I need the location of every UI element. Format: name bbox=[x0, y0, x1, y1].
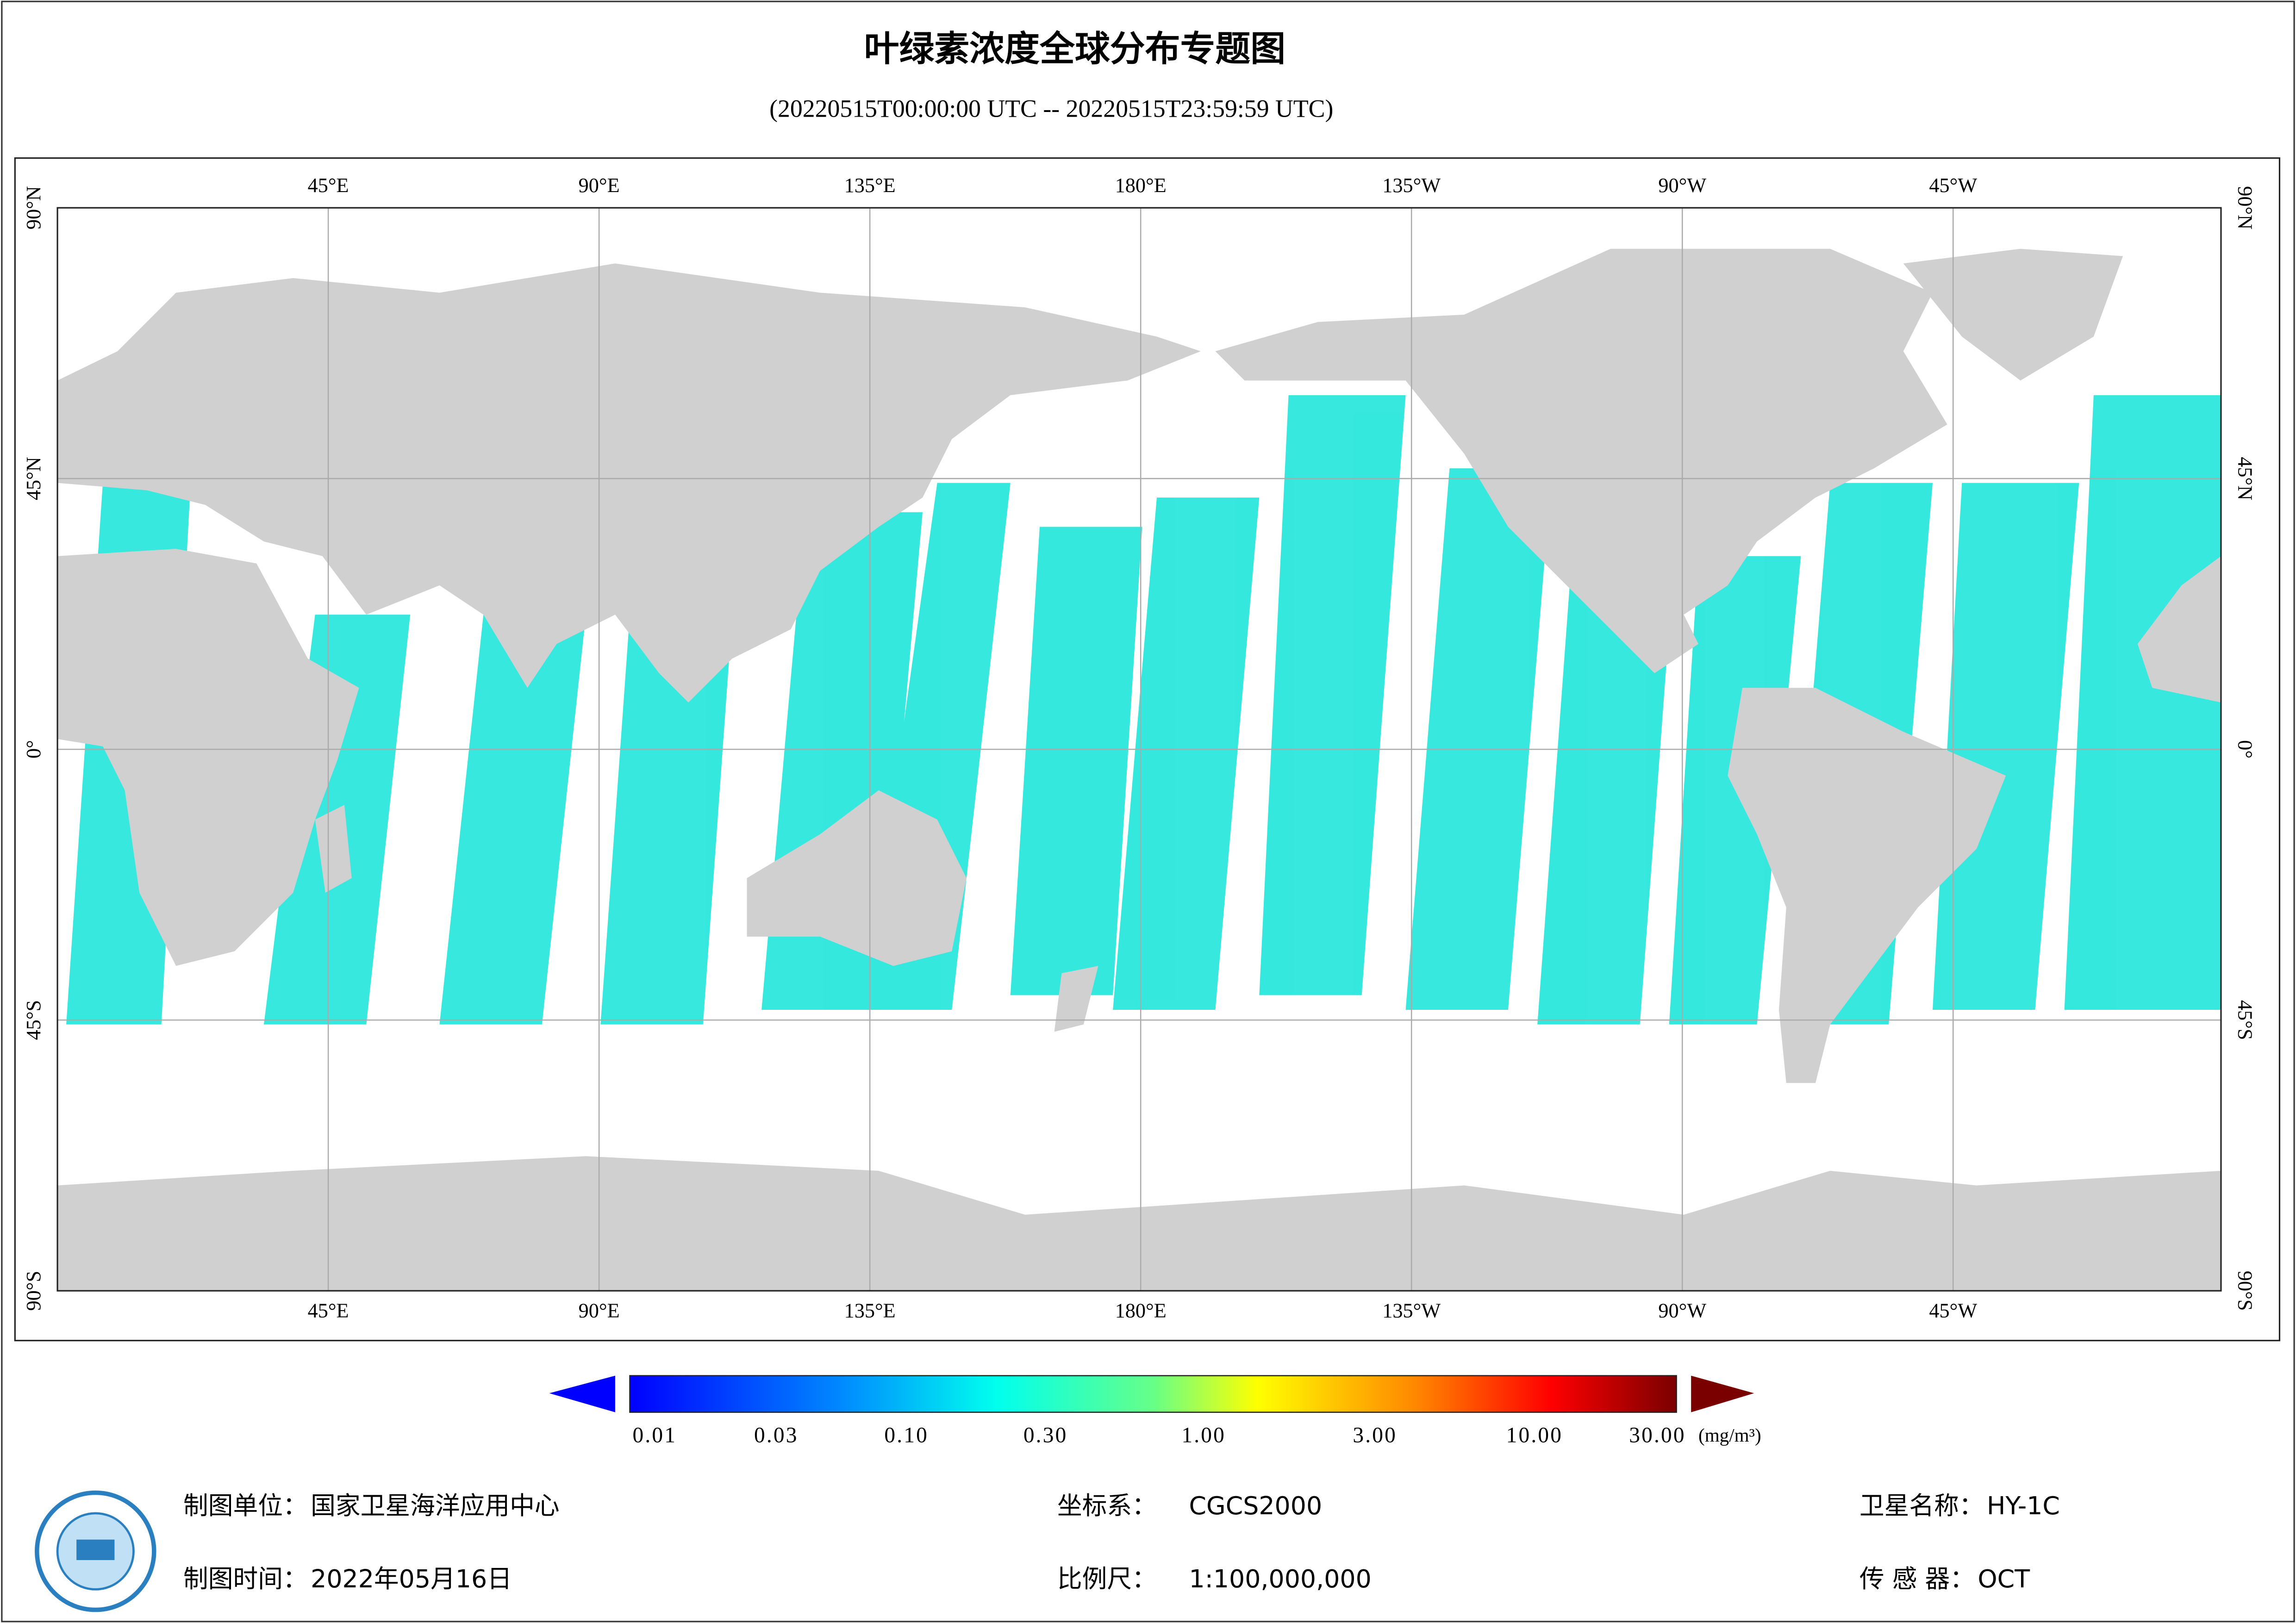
colorbar-tick-label: 0.01 bbox=[632, 1423, 677, 1447]
map bbox=[57, 208, 2221, 1291]
lon-label-bottom: 135°E bbox=[844, 1300, 896, 1322]
field-value: CGCS2000 bbox=[1189, 1491, 1323, 1520]
colorbar-high-arrow bbox=[1691, 1375, 1754, 1412]
field-label: 比例尺： bbox=[1057, 1564, 1157, 1593]
lon-label-top: 45°W bbox=[1929, 174, 1977, 197]
map-frame bbox=[14, 157, 2281, 1342]
lon-label-top: 90°E bbox=[579, 174, 620, 197]
colorbar-tick-label: 0.03 bbox=[754, 1423, 799, 1447]
field-label: 制图单位： bbox=[183, 1491, 308, 1520]
title: 叶绿素浓度全球分布专题图 bbox=[864, 29, 1286, 69]
lon-label-bottom: 45°E bbox=[308, 1300, 349, 1322]
colorbar-low-arrow bbox=[549, 1375, 615, 1412]
land bbox=[57, 249, 2221, 1291]
lon-label-top: 90°W bbox=[1658, 174, 1706, 197]
colorbar-tick-label: 3.00 bbox=[1353, 1423, 1397, 1447]
lon-label-top: 135°W bbox=[1382, 174, 1441, 197]
lat-label-left: 90°S bbox=[22, 1271, 45, 1311]
lat-label-right: 90°S bbox=[2234, 1271, 2256, 1311]
field-value: 2022年05月16日 bbox=[311, 1564, 512, 1593]
lat-label-right: 0° bbox=[2234, 740, 2256, 759]
lon-label-bottom: 90°E bbox=[579, 1300, 620, 1322]
colorbar-tick-label: 30.00 bbox=[1629, 1423, 1686, 1447]
lon-label-bottom: 90°W bbox=[1658, 1300, 1706, 1322]
field-value: HY-1C bbox=[1987, 1491, 2060, 1520]
lat-label-right: 45°N bbox=[2234, 457, 2256, 500]
colorbar-tick-label: 10.00 bbox=[1506, 1423, 1563, 1447]
lat-label-right: 90°N bbox=[2234, 186, 2256, 230]
field-value: OCT bbox=[1978, 1564, 2030, 1593]
colorbar-unit: (mg/m³) bbox=[1698, 1424, 1761, 1446]
lon-label-top: 45°E bbox=[308, 174, 349, 197]
map-border bbox=[56, 207, 2222, 1292]
field-label: 传 感 器： bbox=[1859, 1564, 1975, 1593]
field-value: 1:100,000,000 bbox=[1189, 1564, 1372, 1593]
lon-label-top: 135°E bbox=[844, 174, 896, 197]
lon-label-top: 180°E bbox=[1115, 174, 1167, 197]
lat-label-left: 90°N bbox=[22, 186, 45, 230]
field-value: 国家卫星海洋应用中心 bbox=[311, 1491, 560, 1520]
lat-label-right: 45°S bbox=[2234, 1000, 2256, 1040]
lat-label-left: 45°N bbox=[22, 457, 45, 500]
field-label: 制图时间： bbox=[183, 1564, 308, 1593]
lat-label-left: 45°S bbox=[22, 1000, 45, 1040]
lon-label-bottom: 45°W bbox=[1929, 1300, 1977, 1322]
lat-label-left: 0° bbox=[22, 740, 45, 759]
lon-label-bottom: 180°E bbox=[1115, 1300, 1167, 1322]
colorbar-tick-label: 0.30 bbox=[1023, 1423, 1068, 1447]
field-label: 卫星名称： bbox=[1859, 1491, 1984, 1520]
colorbar-tick-label: 1.00 bbox=[1181, 1423, 1226, 1447]
colorbar bbox=[629, 1375, 1677, 1413]
colorbar-tick-label: 0.10 bbox=[884, 1423, 929, 1447]
lon-label-bottom: 135°W bbox=[1382, 1300, 1441, 1322]
logo bbox=[35, 1490, 156, 1612]
subtitle: (20220515T00:00:00 UTC -- 20220515T23:59… bbox=[769, 95, 1333, 123]
field-label: 坐标系： bbox=[1057, 1491, 1157, 1520]
